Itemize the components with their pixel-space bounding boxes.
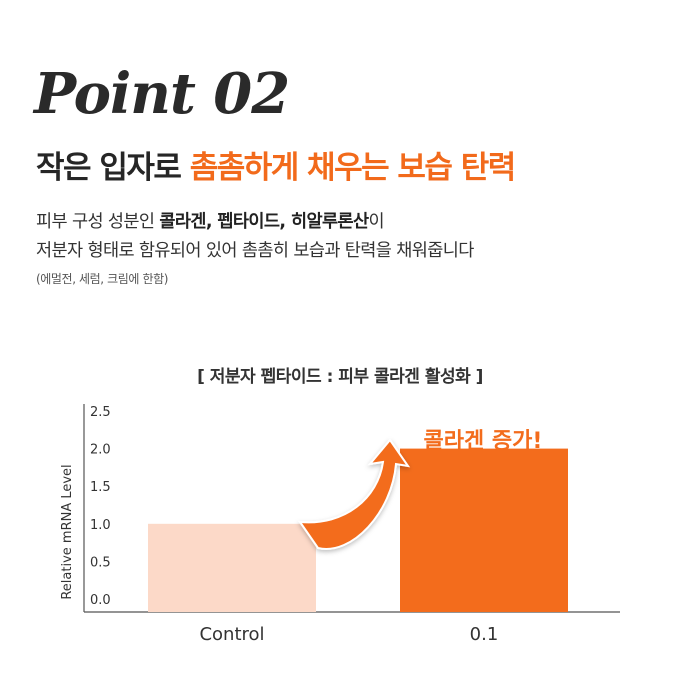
x-tick-label: 0.1: [470, 624, 499, 645]
description-line1-bold: 콜라겐, 펩타이드, 히알루론산: [159, 212, 369, 232]
y-tick-label: 2.0: [90, 443, 111, 458]
description-line1: 피부 구성 성분인 콜라겐, 펩타이드, 히알루론산이: [36, 212, 385, 232]
increase-arrow: [297, 438, 411, 550]
description-line1-prefix: 피부 구성 성분인: [36, 212, 160, 232]
note: (에멀전, 세럼, 크림에 한함): [36, 272, 169, 286]
bar-0-1: [400, 448, 568, 612]
description-line1-suffix: 이: [368, 212, 384, 232]
y-tick-label: 0.5: [90, 555, 111, 570]
y-tick-label: 0.0: [90, 593, 111, 608]
y-tick-label: 1.0: [90, 518, 111, 533]
description: 피부 구성 성분인 콜라겐, 펩타이드, 히알루론산이 저분자 형태로 함유되어…: [36, 208, 474, 266]
headline: 작은 입자로 촘촘하게 채우는 보습 탄력: [36, 150, 517, 187]
y-tick-label: 2.5: [90, 405, 111, 420]
x-tick-label: Control: [199, 624, 264, 645]
y-axis-label: Relative mRNA Level: [60, 464, 75, 599]
bar-control: [148, 523, 316, 612]
annotation-label: 콜라겐 증가!: [424, 429, 543, 454]
description-line2: 저분자 형태로 함유되어 있어 촘촘히 보습과 탄력을 채워줍니다: [36, 241, 474, 261]
point-label: Point 02: [34, 61, 290, 127]
chart-title: [ 저분자 펩타이드 : 피부 콜라겐 활성화 ]: [197, 367, 483, 387]
headline-dark: 작은 입자로: [36, 150, 190, 186]
y-tick-label: 1.5: [90, 480, 111, 495]
headline-accent: 촘촘하게 채우는 보습 탄력: [189, 150, 517, 186]
